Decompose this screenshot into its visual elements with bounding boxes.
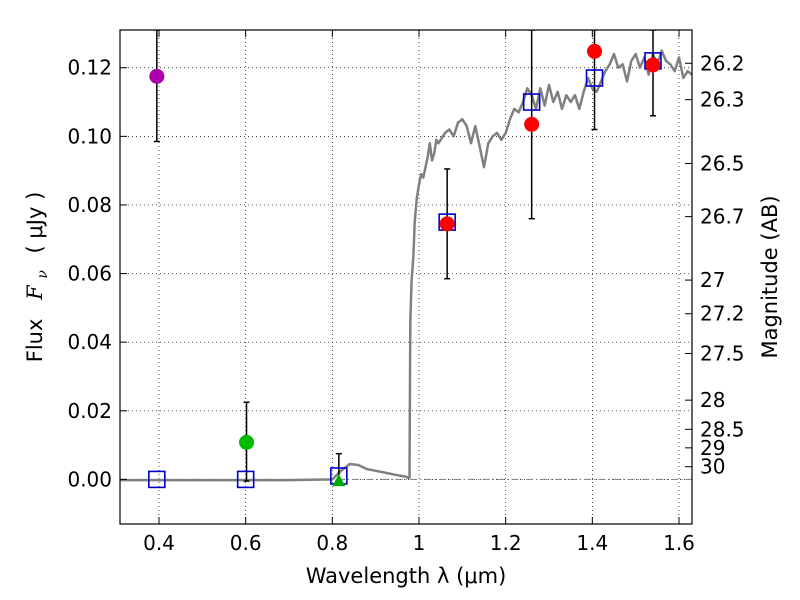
observed-flux-point bbox=[587, 43, 602, 59]
left-axis-label-unit: ( μJy ) bbox=[23, 192, 47, 254]
right-tick-label: 26.2 bbox=[700, 51, 745, 75]
right-tick-label: 28 bbox=[700, 388, 725, 412]
left-axis-label: Flux F ν ( μJy ) bbox=[23, 192, 52, 363]
y-tick-label: 0.06 bbox=[67, 262, 112, 286]
plot-area bbox=[120, 30, 692, 489]
model-photometry-square bbox=[236, 470, 255, 489]
right-tick-label: 26.7 bbox=[700, 205, 745, 229]
observed-flux-point bbox=[239, 434, 255, 450]
model-photometry-square bbox=[522, 93, 541, 111]
y-tick-label: 0.08 bbox=[67, 193, 112, 217]
left-axis-label-word: Flux bbox=[23, 319, 47, 363]
right-axis-label: Magnitude (AB) bbox=[758, 195, 782, 358]
observed-flux-point bbox=[645, 57, 661, 73]
x-tick-label: 1.6 bbox=[663, 531, 695, 555]
observed-flux-point bbox=[439, 216, 455, 232]
observed-triangle-point bbox=[332, 474, 346, 487]
y-tick-label: 0.00 bbox=[67, 467, 112, 491]
x-axis-label: Wavelength λ (μm) bbox=[306, 564, 507, 588]
right-tick-label: 28.5 bbox=[700, 417, 745, 441]
x-tick-label: 0.6 bbox=[230, 531, 262, 555]
model-photometry-square bbox=[148, 470, 166, 489]
axis-labels: Wavelength λ (μm) Magnitude (AB) Flux F … bbox=[23, 192, 782, 588]
right-tick-label: 26.3 bbox=[700, 88, 745, 112]
left-axis-label-subscript: ν bbox=[35, 270, 51, 279]
right-tick-label: 30 bbox=[700, 455, 725, 479]
y-tick-label: 0.10 bbox=[67, 124, 112, 148]
grid bbox=[120, 30, 692, 524]
right-tick-label: 27.2 bbox=[700, 302, 745, 326]
model-photometry-square bbox=[585, 69, 604, 87]
right-tick-label: 27 bbox=[700, 268, 725, 292]
x-tick-label: 1.2 bbox=[490, 531, 522, 555]
right-tick-label: 26.5 bbox=[700, 151, 745, 175]
right-tick-label: 29 bbox=[700, 436, 725, 460]
y-tick-label: 0.02 bbox=[67, 399, 112, 423]
x-tick-label: 1 bbox=[413, 531, 426, 555]
observed-flux-point bbox=[149, 68, 165, 84]
observed-flux-point bbox=[524, 116, 540, 132]
y-tick-label: 0.12 bbox=[67, 56, 112, 80]
left-axis-label-symbol: F bbox=[23, 284, 47, 301]
x-tick-label: 0.8 bbox=[316, 531, 348, 555]
x-tick-label: 1.4 bbox=[576, 531, 608, 555]
right-tick-label: 27.5 bbox=[700, 342, 745, 366]
plot-frame bbox=[119, 29, 693, 525]
model-sed-line bbox=[120, 49, 692, 482]
ticks: 0.4 0.6 0.8 1 1.2 1.4 1.6 0.00 0.02 0.04 0.06 0.08 0… bbox=[67, 30, 745, 555]
x-tick-label: 0.4 bbox=[143, 531, 175, 555]
y-tick-label: 0.04 bbox=[67, 330, 112, 354]
